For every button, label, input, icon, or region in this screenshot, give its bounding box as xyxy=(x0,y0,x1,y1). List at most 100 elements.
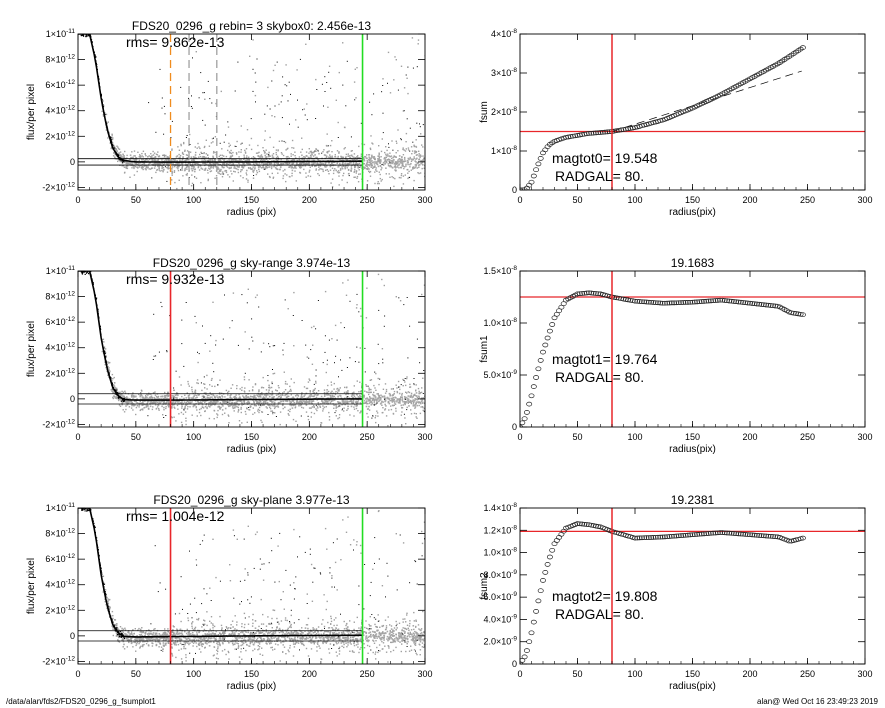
scatter-point xyxy=(258,170,261,173)
speckle-point xyxy=(211,102,213,104)
band-point xyxy=(138,404,141,406)
scatter-point xyxy=(345,153,348,156)
band-point xyxy=(291,407,294,409)
scatter-point xyxy=(271,381,273,383)
band-point xyxy=(151,159,154,162)
scatter-point xyxy=(254,412,256,414)
band-point xyxy=(365,163,368,166)
speckle-point xyxy=(407,66,409,68)
scatter-point xyxy=(196,396,198,399)
inner-point xyxy=(87,32,88,33)
scatter-point xyxy=(340,322,342,324)
scatter-point xyxy=(381,178,383,181)
scatter-point xyxy=(319,406,322,408)
band-point xyxy=(258,390,260,393)
band-point xyxy=(376,162,378,165)
band-point xyxy=(324,163,327,166)
band-point xyxy=(133,404,135,407)
scatter-point xyxy=(235,152,238,154)
scatter-point xyxy=(277,155,279,158)
band-point xyxy=(377,165,380,168)
scatter-point xyxy=(217,172,219,174)
scatter-point xyxy=(116,145,118,147)
scatter-point xyxy=(357,155,359,157)
band-point xyxy=(373,166,376,168)
scatter-point xyxy=(385,153,387,155)
scatter-point xyxy=(348,155,351,157)
band-point xyxy=(206,160,209,162)
band-point xyxy=(230,159,233,162)
band-point xyxy=(308,162,311,164)
band-point xyxy=(202,395,205,397)
band-point xyxy=(418,390,420,393)
inner-point xyxy=(86,269,87,270)
y-tick-label: 0 xyxy=(70,394,75,404)
scatter-point xyxy=(369,148,372,151)
scatter-point xyxy=(261,411,263,413)
scatter-point xyxy=(418,150,420,152)
band-point xyxy=(177,394,179,397)
scatter-point xyxy=(396,390,398,393)
scatter-point xyxy=(237,408,240,411)
speckle-point xyxy=(419,123,420,125)
scatter-point xyxy=(336,171,339,173)
speckle-point xyxy=(369,101,371,103)
scatter-point xyxy=(337,121,339,124)
speckle-point xyxy=(424,411,425,413)
x-tick-label: 150 xyxy=(685,195,700,205)
scatter-point xyxy=(366,180,369,182)
scatter-point xyxy=(396,401,398,403)
scatter-point xyxy=(275,153,278,156)
x-tick-label: 50 xyxy=(572,195,582,205)
speckle-point xyxy=(404,378,406,379)
scatter-point xyxy=(194,163,196,165)
scatter-point xyxy=(274,64,276,66)
band-point xyxy=(350,168,353,170)
band-point xyxy=(407,161,409,164)
scatter-point xyxy=(275,389,277,391)
band-point xyxy=(363,159,366,162)
scatter-point xyxy=(184,411,187,413)
band-point xyxy=(391,162,394,165)
scatter-point xyxy=(403,167,405,170)
scatter-point xyxy=(333,388,335,390)
inner-point xyxy=(86,271,88,273)
band-point xyxy=(171,404,174,406)
scatter-point xyxy=(197,142,199,145)
x-tick-label: 0 xyxy=(517,195,522,205)
scatter-point xyxy=(331,151,333,153)
speckle-point xyxy=(376,402,378,404)
y-tick-exponent: -8 xyxy=(511,145,517,152)
scatter-point xyxy=(315,408,317,410)
band-point xyxy=(265,396,267,398)
scatter-point xyxy=(273,405,275,407)
y-tick-label: 8×10-12 xyxy=(45,54,75,65)
band-point xyxy=(157,165,159,168)
band-point xyxy=(299,162,301,164)
band-point xyxy=(298,401,301,404)
band-point xyxy=(394,161,397,163)
band-point xyxy=(245,157,248,159)
scatter-point xyxy=(230,170,232,172)
scatter-point xyxy=(329,144,332,147)
scatter-point xyxy=(399,300,402,302)
speckle-point xyxy=(382,362,384,364)
scatter-point xyxy=(298,159,300,161)
scatter-point xyxy=(313,406,315,409)
scatter-point xyxy=(207,172,209,174)
scatter-point xyxy=(415,151,417,154)
scatter-point xyxy=(395,140,397,142)
band-point xyxy=(362,394,365,397)
band-point xyxy=(234,158,237,161)
band-point xyxy=(163,406,165,409)
band-point xyxy=(147,400,150,403)
band-point xyxy=(280,163,283,165)
scatter-point xyxy=(405,163,407,165)
band-point xyxy=(252,396,255,398)
band-point xyxy=(304,163,307,165)
band-point xyxy=(297,401,300,404)
scatter-point xyxy=(374,417,376,419)
band-point xyxy=(394,165,397,168)
speckle-point xyxy=(161,107,163,109)
scatter-point xyxy=(242,395,244,397)
